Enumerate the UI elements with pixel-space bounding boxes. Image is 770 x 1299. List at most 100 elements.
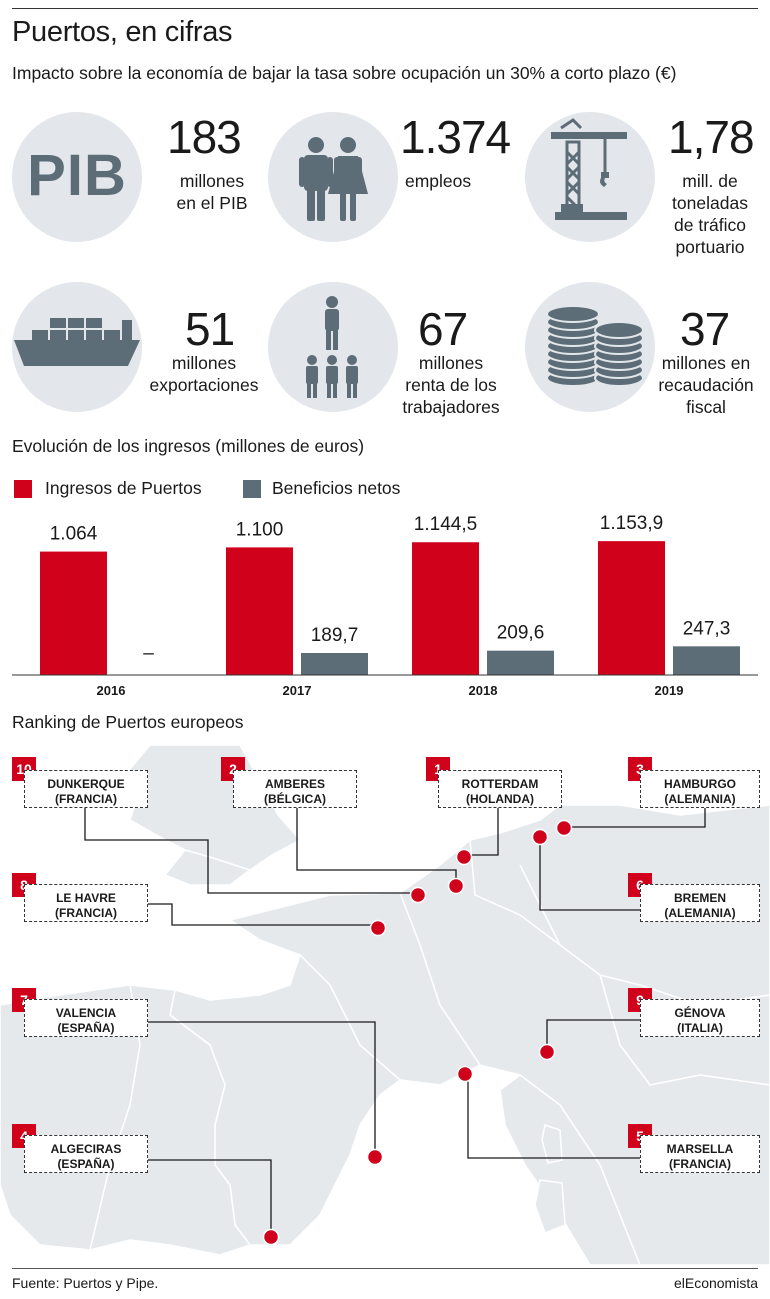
connector-line-rotterdam [464,808,499,856]
connector-line-genova [546,1019,640,1051]
stat-label-line: trabajadores [402,397,500,417]
stat-label-line: renta de los [405,375,497,395]
port-name: LE HAVRE [56,891,116,905]
port-name: HAMBURGO [664,777,736,791]
coins-icon [525,282,655,412]
stat-label-income: millones renta de los trabajadores [396,352,506,418]
crane-icon [525,112,655,242]
border-line [299,954,401,1081]
data-label: 1.100 [236,519,284,540]
x-tick-label: 2017 [283,683,312,698]
port-country: (HOLANDA) [466,792,534,806]
pib-icon: PIB [12,112,142,242]
stat-value-income: 67 [418,303,468,355]
people-icon [268,112,398,242]
top-rule [12,8,758,9]
port-dot-genova [538,1043,556,1061]
ship-icon [12,282,142,412]
port-dot-dunkerque [409,886,427,904]
stat-label-line: exportaciones [149,375,259,395]
port-name: ROTTERDAM [461,777,539,791]
port-country: (ITALIA) [677,1021,723,1035]
stat-label-line: millones [171,353,237,373]
x-tick-label: 2019 [655,683,684,698]
port-name: DUNKERQUE [47,777,125,791]
port-country: (FRANCIA) [669,1157,731,1171]
connector-line-valencia [148,1021,376,1155]
connector-line-bremen [539,840,640,911]
legend-label-beneficios: Beneficios netos [272,478,401,498]
stat-label-tax: millones en recaudación fiscal [650,352,762,418]
port-label-genova: GÉNOVA (ITALIA) [640,999,760,1037]
x-tick-label: 2018 [469,683,498,698]
port-dot-marsella [456,1065,474,1083]
stat-label-line: millones en [661,353,751,373]
pib-icon-text: PIB [27,143,127,208]
bar-ingresos [226,547,293,675]
border-line [469,839,561,946]
source-note: Fuente: Puertos y Pipe. [12,1275,159,1291]
port-name: MARSELLA [666,1142,734,1156]
stat-label-line: recaudación [658,375,754,395]
bar-ingresos [40,551,107,675]
port-label-algeciras: ALGECIRAS (ESPAÑA) [24,1135,148,1173]
data-label: 247,3 [683,618,731,639]
port-label-rotterdam: ROTTERDAM (HOLANDA) [438,770,562,808]
x-tick-label: 2016 [97,683,126,698]
port-dot-hamburgo [555,819,573,837]
legend-swatch-beneficios [243,480,261,498]
brand-logo: elEconomista [673,1275,758,1291]
connector-line-algeciras [148,1159,272,1235]
data-label: – [143,643,154,664]
italy-shape [499,1074,642,1266]
port-country: (ALEMANIA) [664,792,736,806]
port-name: GÉNOVA [674,1006,726,1020]
workers-icon [268,282,398,412]
port-country: (ALEMANIA) [664,906,736,920]
stat-label-line: fiscal [686,397,726,417]
stat-label-line: millones [179,171,245,191]
data-label: 1.144,5 [414,514,477,535]
stat-label-pib: millones en el PIB [167,170,257,214]
port-country: (FRANCIA) [55,906,117,920]
port-country: (BÉLGICA) [264,792,326,806]
connector-line-hamburgo [566,808,706,828]
stat-label-line: toneladas [672,193,748,213]
port-name: VALENCIA [55,1006,117,1020]
bar-beneficios [673,646,740,675]
stat-value-pib: 183 [167,111,242,163]
border-line [599,974,770,1086]
bar-beneficios [487,650,554,675]
stat-label-exports: millones exportaciones [140,352,268,396]
port-name: ALGECIRAS [50,1142,122,1156]
port-name: AMBERES [264,777,325,791]
port-label-amberes: AMBERES (BÉLGICA) [233,770,357,808]
connector-line-marsella [467,1075,640,1159]
stat-label-employment: empleos [405,170,471,192]
stat-label-line: empleos [405,171,472,191]
connector-line-amberes [296,808,457,885]
data-label: 189,7 [311,625,359,646]
stat-label-line: de tráfico [674,215,746,235]
bar-beneficios [301,652,368,675]
data-label: 1.153,9 [600,513,663,534]
port-dot-lehavre [369,919,387,937]
border-line [399,892,481,1066]
connector-line-dunkerque [84,808,418,894]
data-label: 209,6 [497,623,545,644]
port-dot-valencia [366,1148,384,1166]
stat-value-tax: 37 [680,303,730,355]
sardinia-shape [534,1179,566,1234]
stat-label-line: portuario [675,237,745,257]
port-name: BREMEN [673,891,726,905]
port-label-lehavre: LE HAVRE (FRANCIA) [24,884,148,922]
map-connector-layer [84,808,706,1246]
bar-ingresos [598,541,665,675]
stat-label-traffic: mill. de toneladas de tráfico portuario [660,170,760,258]
page-subtitle: Impacto sobre la economía de bajar la ta… [12,63,677,83]
port-country: (ESPAÑA) [57,1021,115,1035]
port-label-bremen: BREMEN (ALEMANIA) [640,884,760,922]
legend-label-ingresos: Ingresos de Puertos [45,478,202,498]
stat-label-line: en el PIB [176,193,248,213]
port-country: (ESPAÑA) [57,1157,115,1171]
